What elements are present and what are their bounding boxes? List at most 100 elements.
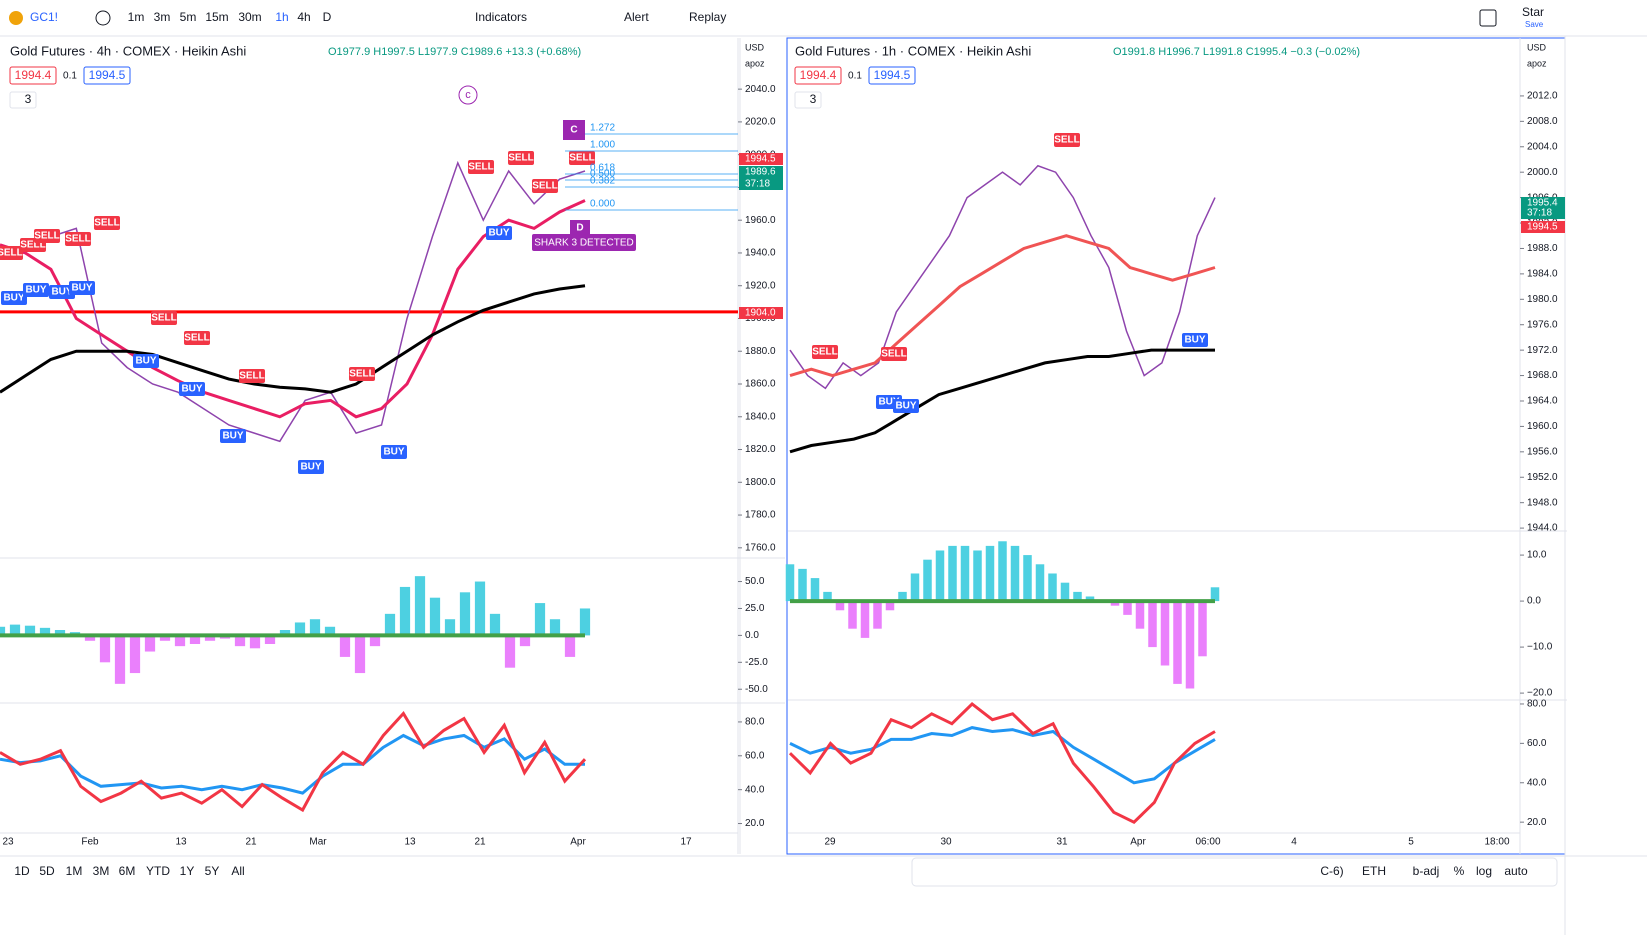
osc-bar: [579, 608, 591, 636]
osc-bar: [1123, 601, 1132, 615]
y-tick-label: 1952.0: [1527, 472, 1558, 483]
y-tick-label: 1820.0: [745, 444, 776, 455]
interval-button[interactable]: 30m: [238, 10, 261, 24]
replay-button[interactable]: Replay: [689, 10, 726, 24]
x-tick-label: 21: [474, 837, 486, 848]
range-button[interactable]: YTD: [146, 864, 170, 878]
add-symbol[interactable]: [95, 10, 111, 26]
price-badge: [739, 178, 783, 190]
osc-bar: [1198, 601, 1207, 657]
axis-option[interactable]: auto: [1504, 864, 1528, 878]
price-badge: [739, 166, 783, 178]
signal-box: [220, 429, 246, 443]
signal-label: SELL: [65, 234, 91, 245]
rsi-tick-label: 20.0: [1527, 817, 1547, 828]
price-line: [789, 164, 1216, 390]
fib-label: 1.272: [590, 123, 615, 134]
axis-option[interactable]: C-6): [1320, 864, 1343, 878]
signal-label: BUY: [383, 447, 404, 458]
layout-icon[interactable]: [1479, 9, 1497, 27]
axis-option[interactable]: log: [1476, 864, 1492, 878]
bid-price[interactable]: 1994.4: [15, 68, 52, 82]
range-button[interactable]: 1D: [14, 864, 30, 878]
currency: USD: [745, 42, 765, 52]
ask-price[interactable]: 1994.5: [874, 68, 911, 82]
ohlc-values: O1977.9 H1997.5 L1977.9 C1989.6 +13.3 (+…: [328, 46, 581, 58]
osc-bar: [1185, 601, 1195, 689]
chart-title: Gold Futures · 1h · COMEX · Heikin Ashi: [795, 43, 1031, 58]
fib-label: 0.618: [590, 163, 615, 174]
osc-bar: [823, 591, 832, 602]
range-button[interactable]: All: [231, 864, 244, 878]
price-badge: [1521, 207, 1565, 219]
x-tick-label: Feb: [81, 837, 99, 848]
range-button[interactable]: 5D: [39, 864, 55, 878]
price-badge: [1521, 221, 1565, 233]
osc-bar: [985, 545, 995, 602]
signal-label: SELL: [184, 333, 210, 344]
symbol[interactable]: GC1!: [30, 10, 58, 24]
x-tick-label: 29: [824, 837, 836, 848]
symbol-icon: [9, 11, 23, 25]
axis-option[interactable]: %: [1454, 864, 1465, 878]
osc-bar: [549, 619, 561, 636]
ask-price[interactable]: 1994.5: [89, 68, 126, 82]
osc-bar: [444, 619, 456, 636]
interval-button[interactable]: 15m: [205, 10, 228, 24]
chart-title: Gold Futures · 4h · COMEX · Heikin Ashi: [10, 43, 246, 58]
price-line: [789, 348, 1215, 454]
y-tick-label: 1880.0: [745, 346, 776, 357]
collapse-count[interactable]: 3: [25, 92, 32, 106]
interval-button[interactable]: 1m: [128, 10, 145, 24]
range-button[interactable]: 1M: [66, 864, 83, 878]
signal-label: BUY: [300, 462, 321, 473]
osc-bar: [279, 630, 291, 636]
signal-box: [1, 291, 27, 305]
y-tick-label: 2008.0: [1527, 116, 1558, 127]
signal-box: [881, 347, 907, 361]
osc-bar: [960, 545, 970, 602]
range-button[interactable]: 5Y: [205, 864, 220, 878]
signal-label: SELL: [94, 218, 120, 229]
osc-bar: [129, 635, 141, 674]
interval-button[interactable]: 5m: [180, 10, 197, 24]
y-tick-label: 1964.0: [1527, 396, 1558, 407]
signal-label: SELL: [349, 369, 375, 380]
range-button[interactable]: 6M: [119, 864, 136, 878]
osc-bar: [910, 573, 920, 602]
osc-bar: [873, 601, 882, 629]
y-tick-label: 2040.0: [745, 84, 776, 95]
signal-box: [569, 151, 595, 165]
alert-button[interactable]: Alert: [624, 10, 649, 24]
interval-button[interactable]: D: [323, 10, 332, 24]
osc-bar: [159, 635, 171, 641]
axis-option[interactable]: b-adj: [1413, 864, 1440, 878]
osc-bar: [564, 635, 576, 657]
indicators-button[interactable]: Indicators: [475, 10, 527, 24]
range-button[interactable]: 3M: [93, 864, 110, 878]
interval-button[interactable]: 1h: [275, 10, 288, 24]
osc-tick-label: -25.0: [745, 657, 768, 668]
collapse-count[interactable]: 3: [810, 92, 817, 106]
osc-bar: [54, 630, 66, 636]
x-tick-label: 23: [2, 837, 14, 848]
save-label[interactable]: Save: [1525, 20, 1544, 29]
rsi-tick-label: 60.0: [1527, 738, 1547, 749]
signal-label: BUY: [878, 397, 899, 408]
y-tick-label: 1960.0: [1527, 421, 1558, 432]
axis-option[interactable]: ETH: [1362, 864, 1386, 878]
signal-label: SELL: [151, 313, 177, 324]
price-badge: [739, 153, 783, 165]
range-button[interactable]: 1Y: [180, 864, 195, 878]
signal-label: BUY: [3, 293, 24, 304]
price-line: [789, 234, 1216, 378]
ohlc-values: O1991.8 H1996.7 L1991.8 C1995.4 −0.3 (−0…: [1113, 46, 1360, 58]
bid-price[interactable]: 1994.4: [800, 68, 837, 82]
y-tick-label: 2000.0: [1527, 167, 1558, 178]
price-badge-label: 1995.4: [1527, 198, 1558, 209]
interval-button[interactable]: 4h: [297, 10, 310, 24]
interval-button[interactable]: 3m: [154, 10, 171, 24]
star-button[interactable]: Star: [1522, 5, 1544, 19]
osc-bar: [474, 581, 486, 636]
